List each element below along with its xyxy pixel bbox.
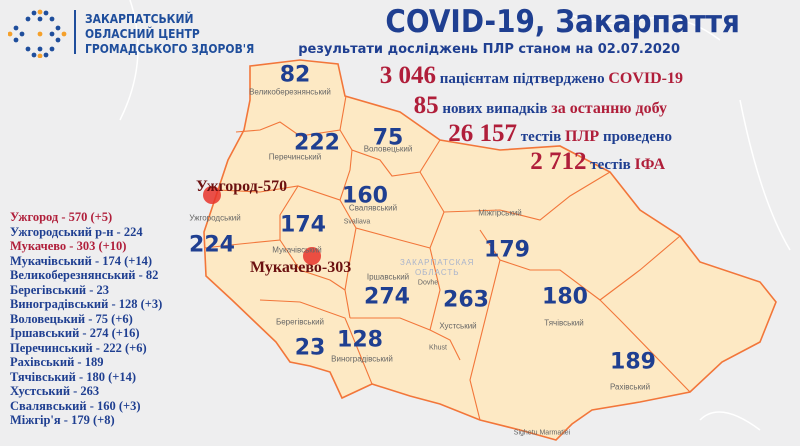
legend-item: Хустський - 263 bbox=[10, 384, 100, 398]
town-label: Dovhe bbox=[417, 279, 439, 287]
district-name: Свалявський bbox=[348, 203, 398, 213]
stat-pcr-tests: 26 157 тестів ПЛР проведено bbox=[448, 120, 672, 148]
stat-text: тестів bbox=[520, 129, 562, 145]
legend-item: Ужгород - 570 (+5) bbox=[10, 210, 113, 224]
city-label: Ужгород-570 bbox=[196, 178, 288, 195]
district-name: Воловецький bbox=[363, 144, 413, 154]
stat-value: 3 046 bbox=[379, 62, 436, 89]
district-name: Тячівський bbox=[544, 318, 584, 328]
stat-new-cases: 85 нових випадків за останню добу bbox=[414, 92, 667, 120]
district-borders bbox=[203, 95, 691, 421]
legend-item: Ужгородський р-н - 224 bbox=[10, 224, 143, 239]
district-name: Мукачівський bbox=[272, 245, 322, 255]
district-name: Хустський bbox=[439, 321, 477, 331]
district-count: 75 bbox=[372, 125, 404, 151]
town-label: Khust bbox=[429, 344, 447, 352]
org-logo bbox=[8, 9, 67, 58]
org-name: ЗАКАРПАТСЬКИЙ ОБЛАСНИЙ ЦЕНТР ГРОМАДСЬКОГ… bbox=[85, 11, 254, 56]
district-name: Ужгородський bbox=[189, 213, 241, 223]
legend-item: Мукачівський - 174 (+14) bbox=[10, 253, 153, 268]
page-title: COVID-19, Закарпаття bbox=[385, 4, 740, 40]
legend-item: Великоберезнянський - 82 bbox=[10, 268, 159, 282]
stat-confirmed: 3 046 пацієнтам підтверджено COVID-19 bbox=[380, 62, 683, 90]
district-name: Перечинський bbox=[268, 152, 322, 162]
stat-value: 26 157 bbox=[448, 120, 518, 147]
background-rivers bbox=[119, 0, 791, 431]
district-name: Рахівський bbox=[609, 382, 651, 392]
stat-text: тестів bbox=[590, 157, 631, 173]
stat-highlight: за останню добу bbox=[551, 100, 667, 117]
town-label: Sighetu Marmatiei bbox=[513, 429, 571, 437]
logo-divider bbox=[74, 10, 76, 54]
district-count: 128 bbox=[337, 327, 383, 353]
stat-text: проведено bbox=[602, 129, 672, 145]
district-legend: Ужгород - 570 (+5) Ужгородський р-н - 224… bbox=[10, 210, 162, 428]
district-count: 180 bbox=[542, 284, 588, 310]
hotspot-marker bbox=[303, 247, 321, 265]
hotspot-marker bbox=[203, 186, 221, 204]
legend-item: Воловецький - 75 (+6) bbox=[10, 311, 133, 326]
org-line: ОБЛАСНИЙ ЦЕНТР bbox=[85, 26, 200, 41]
stat-value: 2 712 bbox=[530, 148, 587, 175]
stat-text: нових випадків bbox=[442, 101, 548, 117]
district-count: 23 bbox=[294, 335, 326, 361]
stat-ifa-tests: 2 712 тестів ІФА bbox=[530, 148, 665, 176]
org-line: ЗАКАРПАТСЬКИЙ bbox=[85, 11, 194, 26]
legend-item: Мукачево - 303 (+10) bbox=[10, 239, 127, 253]
district-name: Іршавський bbox=[366, 272, 410, 282]
legend-item: Тячівський - 180 (+14) bbox=[10, 369, 137, 384]
legend-item: Перечинський - 222 (+6) bbox=[10, 340, 147, 355]
region-outline bbox=[203, 59, 777, 441]
district-count: 160 bbox=[342, 183, 388, 209]
town-label: Svaliava bbox=[343, 218, 371, 226]
district-count: 179 bbox=[484, 237, 530, 263]
stat-value: 85 bbox=[413, 92, 439, 119]
district-count: 174 bbox=[280, 212, 326, 238]
city-label: Мукачево-303 bbox=[250, 259, 352, 276]
stat-highlight: ІФА bbox=[634, 156, 665, 173]
legend-item: Виноградівський - 128 (+3) bbox=[10, 297, 163, 311]
district-name: Міжгірський bbox=[478, 208, 522, 218]
legend-item: Берегівський - 23 bbox=[10, 282, 110, 297]
stat-text: пацієнтам підтверджено bbox=[439, 71, 605, 87]
district-count: 274 bbox=[364, 284, 410, 310]
page-subtitle: результати досліджень ПЛР станом на 02.0… bbox=[298, 42, 680, 57]
district-count: 224 bbox=[189, 232, 235, 258]
legend-item: Рахівський - 189 bbox=[10, 355, 104, 369]
legend-item: Міжгір'я - 179 (+8) bbox=[10, 413, 115, 427]
district-count: 222 bbox=[294, 130, 340, 156]
org-line: ГРОМАДСЬКОГО ЗДОРОВ'Я bbox=[85, 41, 255, 56]
district-name: Берегівський bbox=[275, 317, 325, 327]
oblast-label: ЗАКАРПАТСКАЯ ОБЛАСТЬ bbox=[400, 258, 475, 277]
stat-highlight: COVID-19 bbox=[608, 70, 683, 87]
stat-highlight: ПЛР bbox=[565, 128, 600, 145]
legend-item: Іршавський - 274 (+16) bbox=[10, 326, 140, 340]
legend-item: Свалявський - 160 (+3) bbox=[10, 398, 141, 413]
district-count: 189 bbox=[610, 349, 656, 375]
district-count: 263 bbox=[443, 287, 489, 313]
district-name: Великоберезнянський bbox=[249, 87, 331, 97]
district-count: 82 bbox=[279, 62, 311, 88]
district-name: Виноградівський bbox=[331, 354, 393, 364]
